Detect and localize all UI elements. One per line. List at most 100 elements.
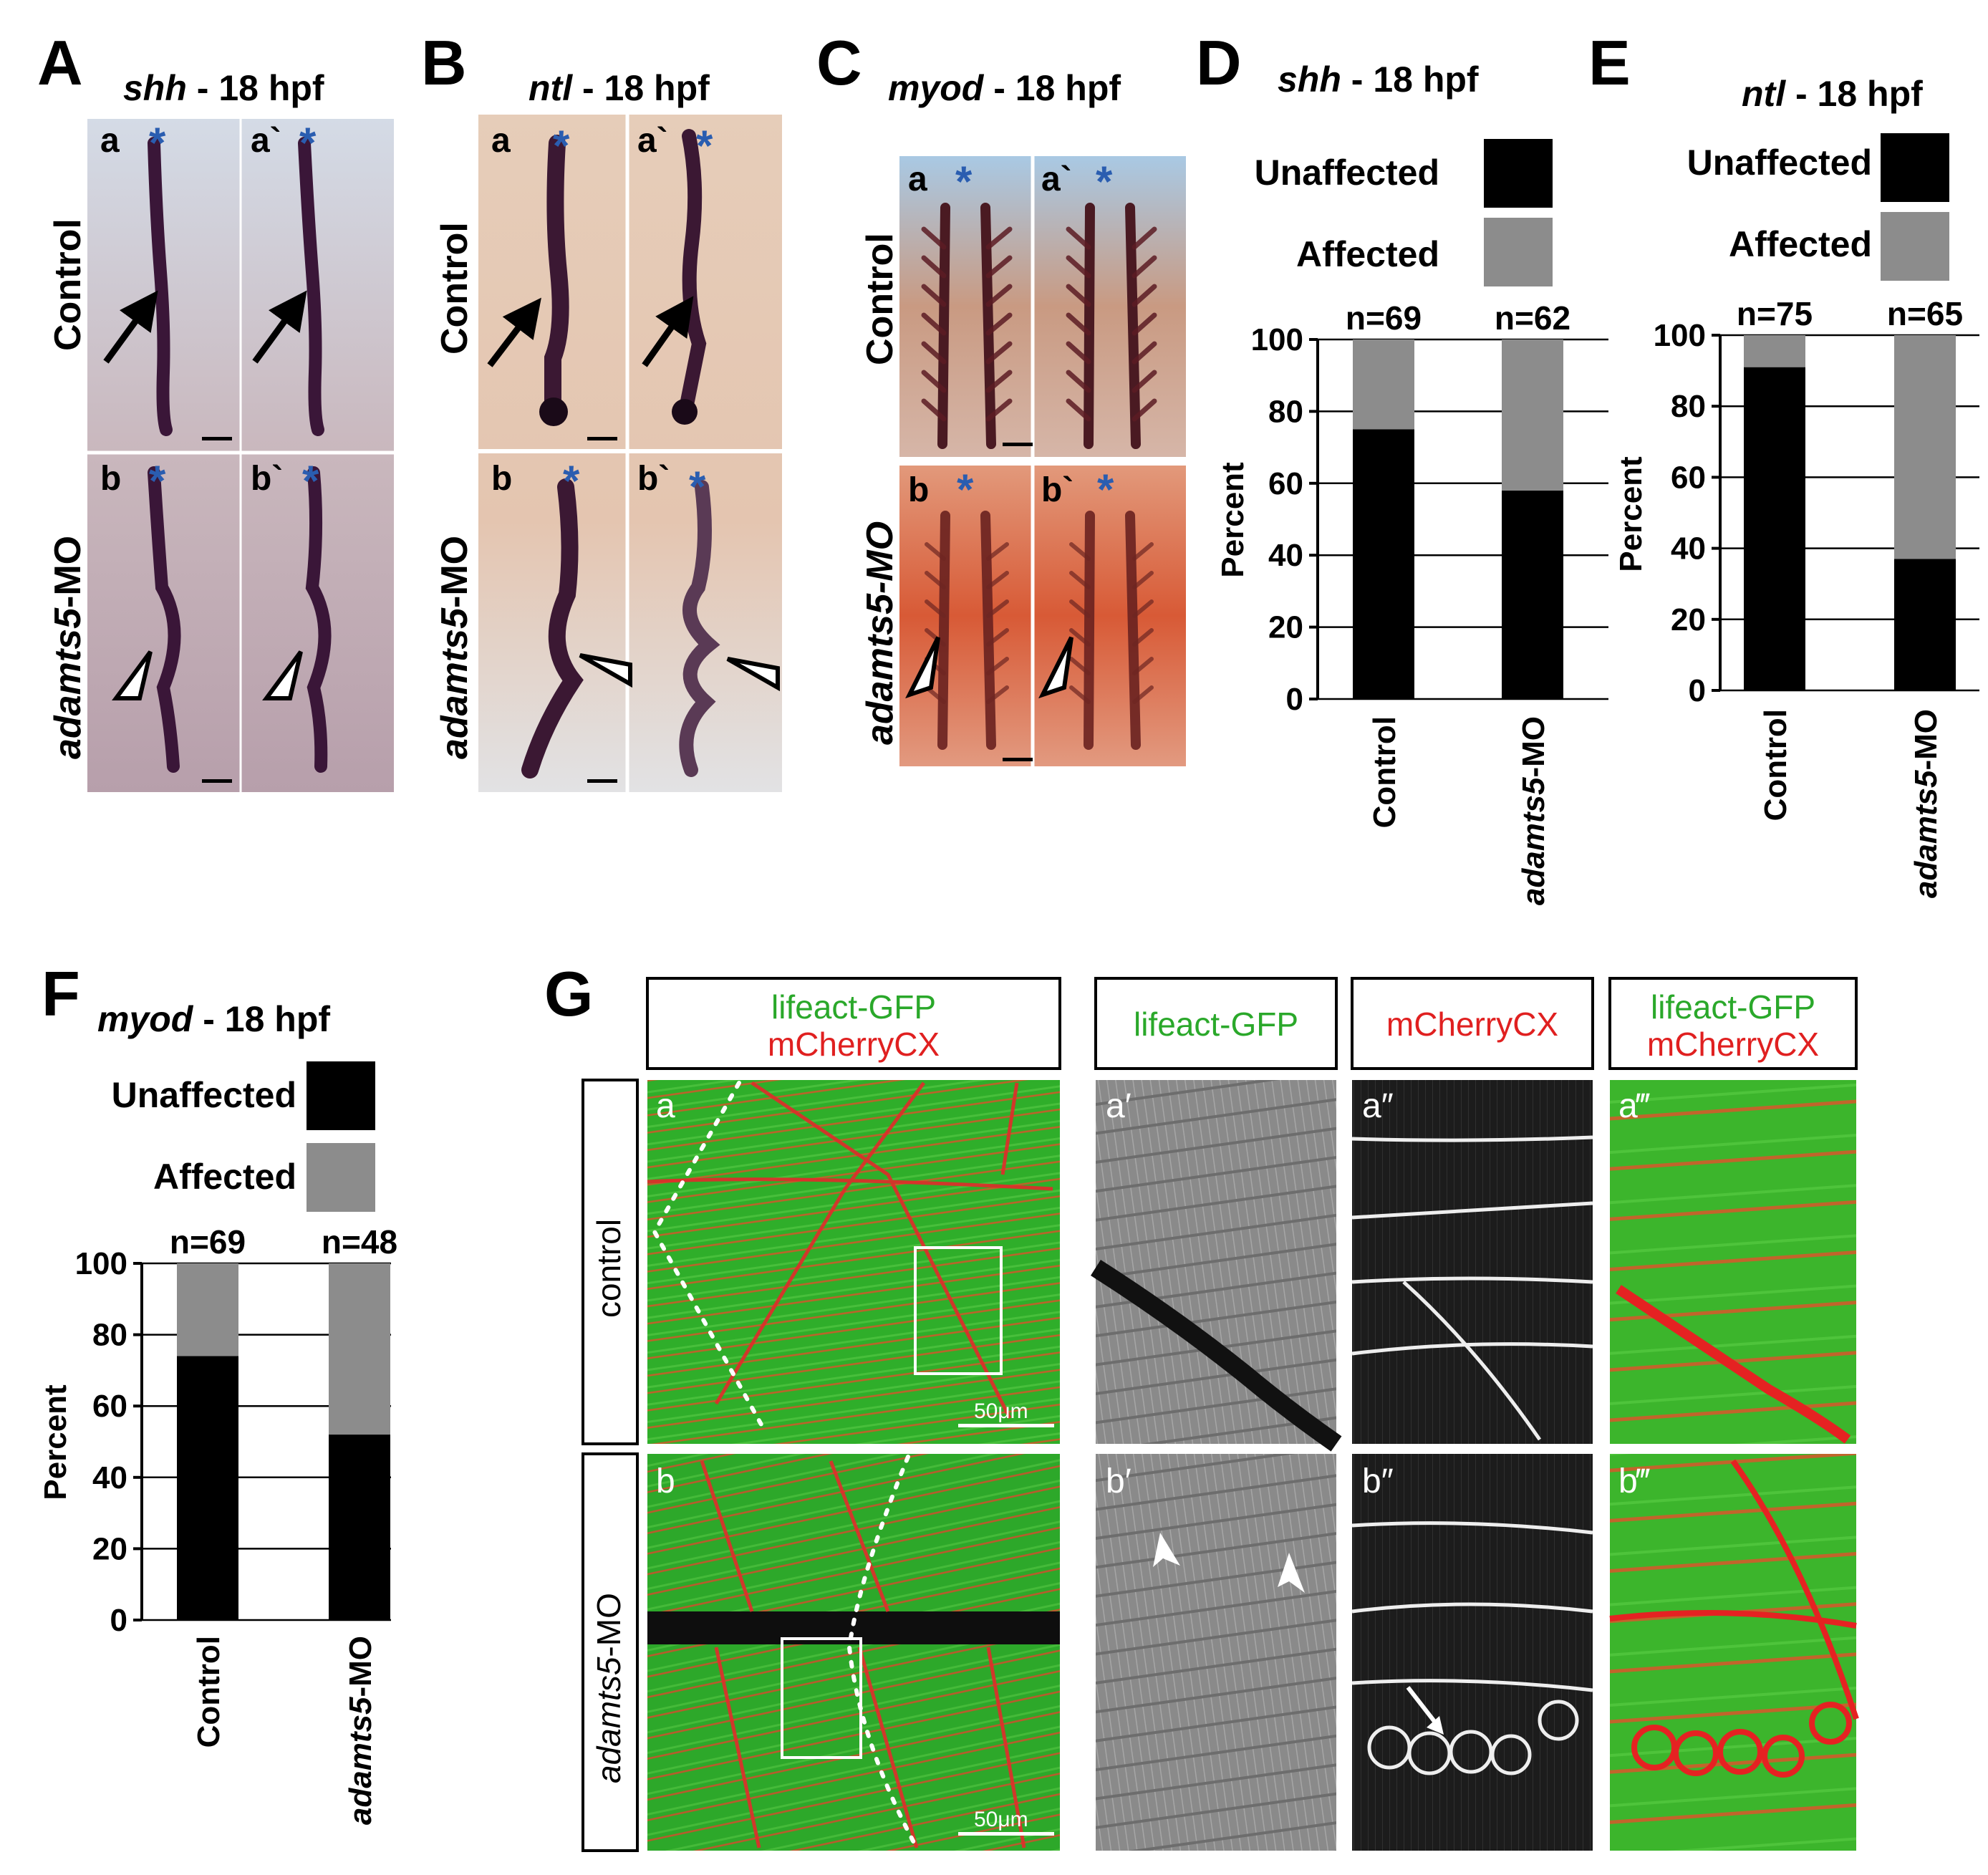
y-tick-label: 100 xyxy=(1654,318,1706,353)
row-label-morphant: adamts5-MO xyxy=(590,1593,627,1783)
asterisk-marker: * xyxy=(149,119,166,167)
subpanel-label: a` xyxy=(1041,160,1072,198)
arrow-icon xyxy=(1406,1686,1440,1727)
bar-affected-morphant xyxy=(1502,339,1563,491)
bar-unaffected-morphant xyxy=(329,1435,390,1620)
myotome-boundaries xyxy=(647,1081,1053,1419)
panel-c: C myod - 18 hpf a a` b b` * * xyxy=(816,27,1186,766)
row-label-gene: adamts5 xyxy=(434,607,476,759)
subpanel-label: a` xyxy=(251,122,281,160)
confocal-image-merge-zoom-morphant xyxy=(1610,1454,1856,1851)
subpanel-label: a″ xyxy=(1362,1087,1394,1125)
zoom-inset-box xyxy=(914,1246,1003,1375)
x-tick-label: Control xyxy=(1367,716,1402,828)
row-label-control: Control xyxy=(47,218,89,351)
row-label-gene: adamts5 xyxy=(47,607,89,759)
legend-swatch-affected xyxy=(1484,218,1553,286)
y-tick-label: 0 xyxy=(1689,673,1706,708)
notochord-stain xyxy=(521,478,584,779)
y-tick-label: 40 xyxy=(92,1460,127,1495)
header-box-merge xyxy=(646,977,1061,1070)
legend-label-unaffected: Unaffected xyxy=(1255,153,1439,193)
n-label: n=65 xyxy=(1887,295,1963,332)
x-tick-label: adamts5-MO xyxy=(1909,709,1944,898)
x-tick-label-part: adamts5 xyxy=(1909,770,1944,898)
n-labels: n=69 n=62 xyxy=(1346,299,1570,337)
subpanel-label: a xyxy=(908,160,927,198)
subpanel-label: b xyxy=(491,460,512,498)
scale-bar xyxy=(202,437,232,440)
notochord-stain xyxy=(148,466,181,773)
confocal-image-gfp-morphant xyxy=(1096,1454,1336,1851)
y-axis-label: Percent xyxy=(38,1384,73,1500)
row-label-suffix: -MO xyxy=(590,1593,627,1657)
somite-boundary-dotted xyxy=(846,1455,919,1850)
notochord-stain xyxy=(305,466,332,773)
somite-boundary-dotted xyxy=(652,1081,767,1433)
arrowhead-icon xyxy=(1278,1553,1305,1593)
row-box-control xyxy=(582,1079,639,1445)
chart-title-gene: ntl xyxy=(1742,74,1786,114)
confocal-image-mcherry-control xyxy=(1352,1080,1593,1444)
membrane-signal xyxy=(1609,1459,1859,1778)
arrowhead-icon xyxy=(1427,1716,1444,1735)
row-label-morphant: adamts5-MO xyxy=(47,536,89,759)
asterisk-marker: * xyxy=(563,457,580,505)
arrow-icon xyxy=(487,297,541,367)
bar-affected-control xyxy=(177,1263,238,1356)
x-tick-label-suffix: -MO xyxy=(1909,709,1944,771)
somite-chevrons xyxy=(921,226,1157,422)
membrane-signal xyxy=(1351,1135,1593,1441)
x-tick-label-part: adamts5 xyxy=(343,1697,378,1825)
asterisk-marker: * xyxy=(149,457,166,505)
arrowhead-icon xyxy=(905,636,940,699)
row-label-control: control xyxy=(590,1219,627,1318)
notochord-stain xyxy=(679,480,720,777)
y-tick-labels: 0 20 40 60 80 100 xyxy=(75,1246,127,1638)
subpanel-label: b xyxy=(908,471,929,509)
notochord-stain xyxy=(148,137,173,436)
header-box-gfp xyxy=(1094,977,1338,1070)
membrane-signal xyxy=(1616,1285,1851,1444)
subpanel-label: a` xyxy=(637,122,668,160)
scale-bar xyxy=(202,779,232,783)
chart-title: ntl - 18 hpf xyxy=(1742,74,1923,114)
x-tick-label-part: Control xyxy=(191,1636,226,1748)
zoom-inset-box xyxy=(781,1637,862,1759)
y-tick-label: 80 xyxy=(1268,394,1303,429)
scale-bar xyxy=(958,1832,1054,1836)
header-label-gfp: lifeact-GFP xyxy=(771,988,936,1026)
y-tick-label: 60 xyxy=(92,1389,127,1424)
legend-label-unaffected: Unaffected xyxy=(1687,143,1872,183)
panel-b: B ntl - 18 hpf a a` b b` * * * * Control… xyxy=(421,27,782,792)
chart-title: myod - 18 hpf xyxy=(97,999,330,1039)
chart-e: E ntl - 18 hpf Unaffected Affected 0 20 40… xyxy=(1588,27,1979,898)
n-labels: n=75 n=65 xyxy=(1737,295,1963,332)
tailbud-stain xyxy=(539,397,568,426)
header-label-mcherry: mCherryCX xyxy=(1386,1006,1558,1043)
asterisk-marker: * xyxy=(1097,466,1114,514)
x-tick-label-suffix: -MO xyxy=(343,1636,378,1697)
gene-name: ntl xyxy=(529,68,573,108)
panel-letter: C xyxy=(816,27,862,98)
row-label-suffix: -MO xyxy=(47,536,89,608)
bar-affected-morphant xyxy=(329,1263,390,1435)
row-label-suffix: -MO xyxy=(434,536,476,608)
asterisk-marker: * xyxy=(957,466,974,514)
n-label: n=69 xyxy=(170,1223,246,1261)
legend-label-affected: Affected xyxy=(1729,224,1872,264)
arrowhead-icon xyxy=(726,657,780,692)
scale-bar xyxy=(958,1424,1054,1427)
x-tick-label: adamts5-MO xyxy=(343,1636,378,1825)
subpanel-label: a‴ xyxy=(1618,1087,1650,1125)
notochord-stain xyxy=(544,135,569,410)
y-tick-label: 0 xyxy=(1286,682,1303,717)
x-tick-labels: Control adamts5-MO xyxy=(1367,716,1551,905)
chart-title: shh - 18 hpf xyxy=(1278,59,1479,100)
bars xyxy=(1744,335,1956,690)
panel-letter: B xyxy=(421,27,467,98)
bar-affected-morphant xyxy=(1894,335,1956,559)
header-label-gfp: lifeact-GFP xyxy=(1134,1006,1298,1043)
header-box-merge xyxy=(1608,977,1858,1070)
